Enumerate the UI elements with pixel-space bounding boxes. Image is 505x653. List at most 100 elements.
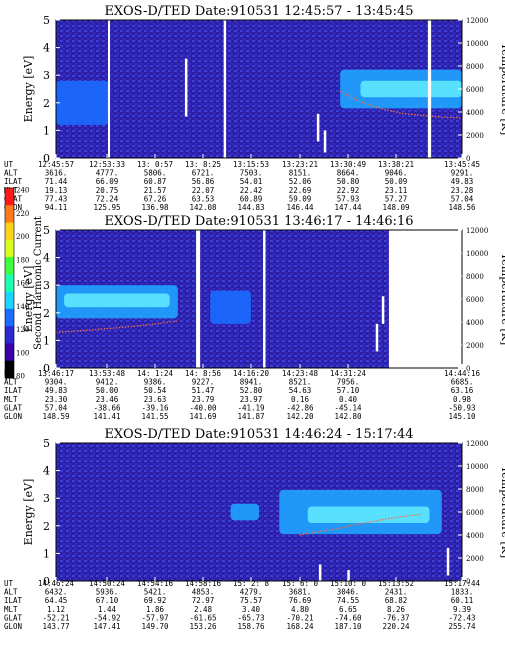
ephemeris-cell: 50.00 [96, 386, 119, 395]
panel-3: EXOS-D/TED Date:910531 14:46:24 - 15:17:… [4, 427, 505, 631]
y-tick-label: 0 [43, 152, 50, 165]
ephemeris-cell: 13:53:48 [89, 369, 126, 378]
ephemeris-cell: 9291. [451, 169, 474, 178]
colorbar-segment [5, 326, 14, 344]
ephemeris-cell: -40.00 [189, 403, 217, 412]
ephemeris-row-label: ILAT [4, 596, 23, 605]
y-tick-label: 4 [43, 465, 50, 478]
ephemeris-row-label: ILAT [4, 386, 23, 395]
ephemeris-cell: 7503. [240, 169, 263, 178]
ephemeris-cell: 141.87 [237, 412, 264, 421]
ephemeris-cell: 60.11 [451, 596, 474, 605]
ephemeris-cell: 63.16 [451, 386, 474, 395]
colorbar-segment [5, 308, 14, 327]
ephemeris-cell: 7956. [337, 378, 360, 387]
colorbar-tick-label: 100 [16, 349, 29, 357]
spike-2 [323, 130, 327, 153]
ephemeris-cell: 142.80 [334, 412, 362, 421]
ephemeris-cell: 14:50:24 [89, 579, 126, 588]
ephemeris-cell: 149.70 [141, 622, 169, 631]
ephemeris-cell: 145.10 [448, 412, 476, 421]
y-axis-label: Energy [eV] [22, 266, 35, 333]
data-gap-3 [427, 20, 432, 158]
ephemeris-cell: 21.57 [144, 186, 167, 195]
ephemeris-cell: 57.04 [451, 194, 474, 203]
ephemeris-cell: 13:45:45 [444, 160, 480, 169]
ephemeris-cell: 6432. [45, 588, 68, 597]
ephemeris-cell: 0.98 [453, 395, 472, 404]
colorbar-tick-label: 120 [16, 326, 29, 334]
y-tick-label: 1 [43, 334, 50, 347]
ephemeris-cell: 187.10 [334, 622, 362, 631]
ephemeris-cell: 64.45 [45, 596, 68, 605]
ephemeris-cell: 144.83 [237, 203, 264, 212]
y2-tick-label: 8000 [466, 63, 484, 71]
y-tick-label: 1 [43, 124, 50, 137]
ephemeris-cell: 153.26 [189, 622, 217, 631]
y2-tick-label: 2000 [466, 342, 484, 350]
ephemeris-cell: -39.16 [141, 403, 169, 412]
data-gap-3 [388, 230, 462, 368]
y2-tick-label: 2000 [466, 132, 484, 140]
ephemeris-cell: 76.69 [289, 596, 312, 605]
ephemeris-cell: 22.07 [192, 186, 215, 195]
data-gap-1 [107, 20, 110, 158]
y2-tick-label: 6000 [466, 509, 484, 517]
spike-3 [446, 547, 450, 576]
ephemeris-cell: 4.80 [291, 605, 310, 614]
y-tick-label: 5 [43, 14, 50, 27]
ephemeris-cell: -50.93 [448, 403, 475, 412]
ephemeris-cell: 57.93 [337, 194, 360, 203]
ephemeris-cell: 8941. [240, 378, 263, 387]
ephemeris-cell: 12:45:57 [38, 160, 74, 169]
y2-tick-label: 6000 [466, 296, 484, 304]
ephemeris-cell: 2431. [385, 588, 408, 597]
y2-axis-label: Temperature [K] [499, 43, 505, 135]
y-tick-label: 5 [43, 224, 50, 237]
colorbar-tick-label: 240 [16, 187, 29, 195]
ephemeris-cell: 141.41 [93, 412, 120, 421]
ephemeris-cell: 23.11 [385, 186, 408, 195]
ephemeris-row-label: UT [4, 579, 14, 588]
y-tick-label: 3 [43, 69, 50, 82]
colorbar-segment [5, 274, 14, 293]
ephemeris-cell: 57.27 [385, 194, 408, 203]
ephemeris-cell: 8.26 [387, 605, 406, 614]
ephemeris-cell: 142.20 [286, 412, 314, 421]
ephemeris-row-label: ILAT [4, 177, 23, 186]
ephemeris-cell: 57.04 [45, 403, 68, 412]
spike-1 [318, 564, 322, 581]
y2-tick-label: 10000 [466, 250, 488, 258]
colorbar-segment [5, 257, 14, 275]
ephemeris-row-label: GLAT [4, 613, 23, 622]
ephemeris-cell: 50.54 [144, 386, 167, 395]
colorbar-tick-label: 140 [16, 303, 29, 311]
ephemeris-cell: 51.47 [192, 386, 215, 395]
y2-tick-label: 4000 [466, 319, 484, 327]
ephemeris-cell: 94.11 [45, 203, 68, 212]
ephemeris-cell: 15: 2: 8 [233, 579, 270, 588]
ephemeris-row-label: ALT [4, 588, 18, 597]
ephemeris-cell: 125.95 [93, 203, 120, 212]
ephemeris-cell: 168.24 [286, 622, 314, 631]
ephemeris-cell: 14:31:24 [330, 369, 367, 378]
colorbar-tick-label: 200 [16, 233, 29, 241]
ephemeris-cell: 13:23:21 [282, 160, 318, 169]
y-tick-label: 2 [43, 97, 50, 110]
ephemeris-cell: 63.53 [192, 194, 215, 203]
ephemeris-row-label: GLAT [4, 403, 23, 412]
y2-tick-label: 8000 [466, 273, 484, 281]
ephemeris-cell: 14:44:16 [444, 369, 481, 378]
ephemeris-cell: 6721. [192, 169, 215, 178]
ephemeris-cell: -61.65 [189, 613, 216, 622]
ephemeris-cell: 9412. [96, 378, 119, 387]
ephemeris-cell: -54.92 [93, 613, 120, 622]
ephemeris-cell: 4777. [96, 169, 119, 178]
ephemeris-cell: 22.42 [240, 186, 263, 195]
ephemeris-cell: 68.82 [385, 596, 408, 605]
ephemeris-cell: 20.75 [96, 186, 119, 195]
ephemeris-cell: 5936. [96, 588, 119, 597]
ephemeris-cell: 67.26 [144, 194, 167, 203]
ephemeris-cell: 9.39 [453, 605, 471, 614]
ephemeris-cell: 220.24 [382, 622, 410, 631]
